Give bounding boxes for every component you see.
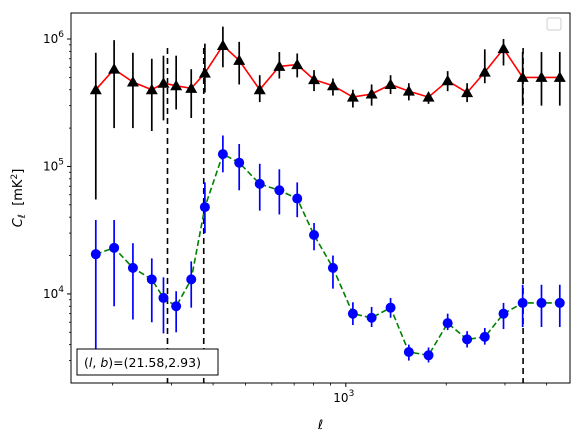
point-1-12	[292, 193, 303, 204]
point-0-11	[273, 60, 286, 71]
point-1-23	[498, 308, 509, 319]
point-0-15	[346, 91, 359, 102]
point-1-25	[536, 297, 547, 308]
point-0-19	[422, 91, 435, 102]
point-0-8	[216, 39, 229, 50]
point-0-21	[461, 86, 474, 98]
x-tick-label-0: 103	[333, 389, 354, 405]
point-0-17	[384, 78, 397, 89]
point-0-24	[516, 71, 529, 82]
y-tick-label-2: 106	[43, 30, 64, 46]
point-0-3	[145, 83, 158, 95]
point-0-6	[185, 82, 198, 93]
plot-frame	[70, 12, 571, 384]
y-tick-label-0: 104	[43, 285, 64, 301]
point-0-22	[478, 66, 491, 77]
point-1-19	[423, 350, 434, 361]
point-0-0	[89, 83, 102, 95]
point-0-10	[253, 83, 266, 95]
series-line-1	[95, 152, 560, 357]
point-0-18	[402, 85, 415, 96]
point-1-15	[347, 308, 358, 319]
point-1-22	[479, 331, 490, 342]
y-axis-label-text: Cℓ [mK2]	[10, 169, 28, 228]
point-1-17	[385, 302, 396, 313]
annotation-text: (l, b)=(21.58,2.93)	[84, 355, 201, 370]
point-0-16	[365, 88, 378, 99]
annotation-box: (l, b)=(21.58,2.93)	[76, 348, 219, 376]
point-0-2	[126, 75, 139, 87]
vertical-dashed-lines	[166, 48, 524, 383]
point-1-7	[199, 202, 210, 213]
series-0	[89, 26, 566, 200]
point-1-20	[442, 318, 453, 329]
series-layer	[89, 26, 566, 363]
point-0-1	[108, 63, 121, 74]
point-1-3	[146, 274, 157, 285]
y-axis-label: Cℓ [mK2]	[10, 169, 28, 228]
point-1-2	[127, 262, 138, 273]
point-0-9	[233, 54, 246, 65]
point-0-14	[326, 79, 339, 91]
point-1-6	[186, 274, 197, 285]
point-0-7	[198, 67, 211, 78]
point-0-23	[497, 42, 510, 54]
point-0-12	[291, 58, 304, 70]
point-1-10	[254, 178, 265, 189]
series-1	[90, 135, 565, 363]
point-1-13	[309, 229, 320, 240]
annotation-frame	[76, 348, 219, 376]
point-0-20	[441, 74, 454, 86]
point-0-25	[535, 71, 548, 82]
point-1-0	[90, 249, 101, 260]
point-1-18	[403, 347, 414, 358]
point-0-5	[170, 79, 183, 91]
x-axis-label: ℓ	[317, 418, 323, 433]
point-0-4	[157, 77, 170, 88]
point-0-13	[308, 73, 321, 85]
point-0-26	[553, 71, 566, 82]
point-1-5	[171, 301, 182, 312]
axis-ticks: 104 105 106 103	[43, 30, 548, 405]
point-1-26	[554, 297, 565, 308]
legend-box	[546, 17, 562, 31]
point-1-16	[366, 312, 377, 323]
point-1-21	[462, 334, 473, 345]
point-1-4	[158, 292, 169, 303]
point-1-24	[517, 297, 528, 308]
point-1-14	[327, 262, 338, 273]
point-1-9	[234, 157, 245, 168]
point-1-8	[217, 149, 228, 160]
y-tick-label-1: 105	[43, 157, 64, 173]
point-1-11	[274, 185, 285, 196]
point-1-1	[109, 242, 120, 253]
